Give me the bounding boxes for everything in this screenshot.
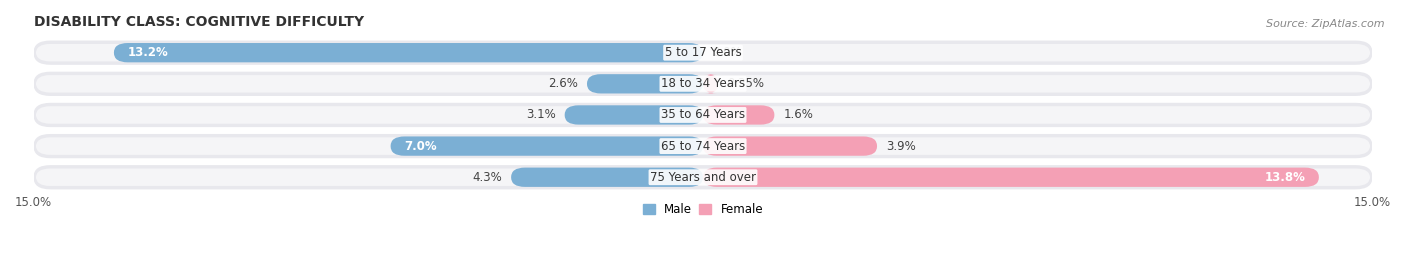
Text: 13.2%: 13.2%: [128, 46, 169, 59]
Text: 35 to 64 Years: 35 to 64 Years: [661, 108, 745, 122]
Text: 5 to 17 Years: 5 to 17 Years: [665, 46, 741, 59]
FancyBboxPatch shape: [34, 134, 1372, 158]
Text: Source: ZipAtlas.com: Source: ZipAtlas.com: [1267, 19, 1385, 29]
Text: 4.3%: 4.3%: [472, 171, 502, 184]
Text: 65 to 74 Years: 65 to 74 Years: [661, 140, 745, 153]
FancyBboxPatch shape: [114, 43, 703, 62]
Text: 0.0%: 0.0%: [711, 46, 741, 59]
Legend: Male, Female: Male, Female: [638, 199, 768, 221]
Text: 3.9%: 3.9%: [886, 140, 915, 153]
Text: 1.6%: 1.6%: [783, 108, 813, 122]
FancyBboxPatch shape: [703, 74, 718, 93]
FancyBboxPatch shape: [512, 168, 703, 187]
FancyBboxPatch shape: [703, 105, 775, 125]
FancyBboxPatch shape: [35, 75, 1371, 93]
Text: 18 to 34 Years: 18 to 34 Years: [661, 77, 745, 90]
FancyBboxPatch shape: [34, 103, 1372, 127]
FancyBboxPatch shape: [34, 72, 1372, 96]
Text: DISABILITY CLASS: COGNITIVE DIFFICULTY: DISABILITY CLASS: COGNITIVE DIFFICULTY: [34, 15, 364, 29]
FancyBboxPatch shape: [34, 41, 1372, 65]
Text: 2.6%: 2.6%: [548, 77, 578, 90]
Text: 3.1%: 3.1%: [526, 108, 555, 122]
FancyBboxPatch shape: [703, 136, 877, 156]
Text: 13.8%: 13.8%: [1264, 171, 1306, 184]
FancyBboxPatch shape: [34, 165, 1372, 189]
FancyBboxPatch shape: [35, 137, 1371, 155]
Text: 7.0%: 7.0%: [404, 140, 437, 153]
Text: 0.35%: 0.35%: [727, 77, 765, 90]
FancyBboxPatch shape: [35, 106, 1371, 124]
FancyBboxPatch shape: [391, 136, 703, 156]
FancyBboxPatch shape: [565, 105, 703, 125]
Text: 75 Years and over: 75 Years and over: [650, 171, 756, 184]
FancyBboxPatch shape: [35, 44, 1371, 61]
FancyBboxPatch shape: [703, 168, 1319, 187]
FancyBboxPatch shape: [586, 74, 703, 93]
FancyBboxPatch shape: [35, 168, 1371, 186]
